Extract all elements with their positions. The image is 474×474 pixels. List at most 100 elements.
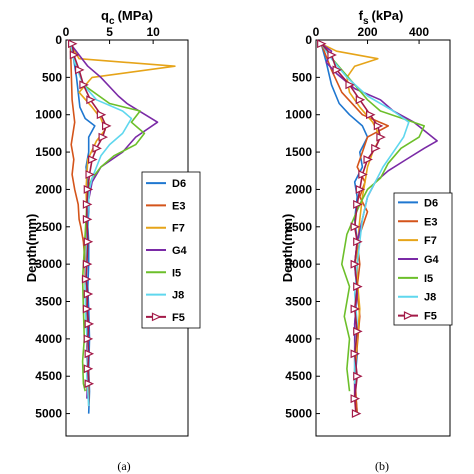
panel-b-series-f5-point — [353, 326, 363, 336]
panel-b-series-f5-point — [355, 95, 366, 105]
panel-a-series-f5-point — [83, 289, 94, 299]
panel-a-legend-label-f7: F7 — [172, 223, 185, 235]
panel-b-y-tick-label: 5000 — [285, 407, 312, 421]
panel-b-x-tick-label: 400 — [409, 25, 429, 39]
panel-a-series-i5-line — [69, 43, 146, 392]
panel-a-x-tick-label: 10 — [146, 25, 160, 39]
panel-a-x-title-main: q — [101, 8, 109, 23]
panel-a-y-tick-label: 1000 — [35, 108, 62, 122]
panel-b-series-f5-point — [355, 184, 366, 194]
panel-a-y-tick-label: 4000 — [35, 332, 62, 346]
panel-b-y-tick-label: 2500 — [285, 220, 312, 234]
panel-a-legend-label-d6: D6 — [172, 178, 186, 190]
panel-b-legend-label-f7: F7 — [424, 235, 437, 247]
panel-b-series-f5-point — [353, 282, 363, 292]
panel-a-series-f5-point — [69, 50, 80, 60]
panel-b-legend-label-g4: G4 — [424, 254, 440, 266]
panel-a-x-title: qc (MPa) — [101, 8, 153, 27]
panel-a-legend: D6 E3 F7 G4 I5 J8 F5 — [141, 171, 201, 329]
panel-a-y-label: Depth(mm) — [24, 214, 39, 283]
panel-b-x-tick-label: 0 — [313, 25, 320, 39]
panel-b-y-tick-label: 1500 — [285, 145, 312, 159]
panel-a-x-tick-label: 0 — [63, 25, 70, 39]
panel-b-series-f5-point — [351, 409, 362, 419]
panel-a-x-tick-label: 5 — [106, 25, 113, 39]
panel-b-series-f5-point — [345, 80, 355, 90]
panel-a-y-tick-label: 3000 — [35, 257, 62, 271]
panel-b-legend-label-i5: I5 — [424, 273, 433, 285]
panel-a-series-f5-point — [88, 155, 98, 164]
panel-a-y-tick-label: 2000 — [35, 182, 62, 196]
panel-b-y-label: Depth(mm) — [280, 214, 295, 283]
panel-a-series-f5-point — [96, 110, 107, 120]
panel-a-y-tick-label: 4500 — [35, 369, 62, 383]
panel-a-y-tick-label: 500 — [42, 70, 62, 84]
panel-a-x-title-sub: c — [109, 16, 115, 27]
panel-a-legend-label-i5: I5 — [172, 267, 181, 279]
panel-a-series-f5-point — [82, 304, 93, 314]
panel-b-y-tick-label: 2000 — [285, 182, 312, 196]
panel-a-y-tick-label: 5000 — [35, 407, 62, 421]
panel-b-series-f5-point — [332, 65, 343, 75]
panel-a-series-f5-point — [101, 121, 112, 131]
panel-a-series-f5-point — [83, 237, 94, 247]
panel-b-series-f5-point — [353, 199, 363, 209]
panel-a-series-f5-point — [79, 80, 89, 90]
panel-a-y-tick-label: 2500 — [35, 220, 62, 234]
panel-b-x-title-sub: s — [363, 16, 369, 27]
panel-a-series-f5-point — [84, 379, 95, 389]
panel-a-series-j8-line — [69, 43, 133, 407]
panel-b-chart: fs (kPa) Depth(mm) (b) 0 200 40005001000150… — [280, 8, 453, 473]
panel-b-series-f5-point — [350, 349, 361, 359]
panel-a-series-f5-point — [83, 334, 94, 344]
panel-b-legend-label-f5: F5 — [424, 311, 437, 323]
panel-a-y-tick-label: 1500 — [35, 145, 62, 159]
panel-b-x-title-unit: (kPa) — [372, 8, 404, 23]
panel-a-y-tick-label: 3500 — [35, 295, 62, 309]
panel-a-series-f5-point — [82, 214, 93, 224]
panel-b-y-tick-label: 0 — [305, 33, 312, 47]
panel-a-series-f5-point — [82, 199, 93, 209]
panel-a-y-tick-label: 0 — [55, 33, 62, 47]
panel-a-legend-label-j8: J8 — [172, 290, 184, 302]
panel-a-series-f5-point — [74, 65, 85, 75]
panel-b-x-title-main: f — [359, 8, 364, 23]
panel-b-y-tick-label: 4500 — [285, 369, 312, 383]
panel-a-series-f5-point — [92, 143, 102, 153]
panel-b-series-f5-point — [350, 304, 361, 314]
panel-a-series-f5-point — [98, 132, 109, 142]
panel-b-series-f5-point — [376, 132, 386, 142]
panel-b-series-f5-point — [366, 110, 376, 120]
panel-a-series-f5-point — [86, 95, 96, 105]
panel-a-series-f5-point — [85, 170, 95, 179]
panel-b-legend-label-j8: J8 — [424, 292, 436, 304]
panel-b-x-tick-label: 200 — [358, 25, 378, 39]
panel-a-series-f5-point — [83, 184, 94, 194]
panel-a-series-f5-point — [82, 259, 93, 269]
panel-a-chart: qc (MPa) Depth(mm) (a) 0 5 10 0 500 1000 1500 20… — [24, 8, 201, 473]
panel-b-series-f5-point — [371, 143, 381, 153]
panel-a-label: (a) — [117, 459, 130, 473]
panel-a-legend-label-g4: G4 — [172, 245, 188, 257]
panel-a-series-f5-point — [84, 319, 95, 329]
panel-b-y-tick-label: 3000 — [285, 257, 312, 271]
panel-b-legend-label-d6: D6 — [424, 197, 438, 209]
panel-b-series-f5-point — [353, 371, 363, 381]
panel-b-legend: D6 E3 F7 G4 I5 J8 F5 — [393, 192, 453, 326]
panel-a-legend-label-f5: F5 — [172, 312, 185, 324]
panel-b-legend-label-e3: E3 — [424, 216, 437, 228]
panel-b-y-tick-label: 3500 — [285, 295, 312, 309]
panel-b-y-tick-label: 1000 — [285, 108, 312, 122]
panel-a-series-f5-point — [83, 364, 94, 374]
panel-a-x-title-unit: (MPa) — [118, 8, 153, 23]
panel-b-series-f5-point — [350, 259, 361, 269]
panel-a-legend-marker-f5 — [151, 312, 162, 322]
panel-b-series-f5-point — [353, 237, 363, 247]
panel-b-series-f5-point — [327, 50, 337, 60]
panel-b-series-f5-point — [350, 222, 361, 232]
panel-b-legend-marker-f5 — [403, 311, 414, 321]
panel-b-x-title: fs (kPa) — [359, 8, 404, 27]
panel-a-series-f5-point — [68, 39, 78, 49]
panel-a-series-f5-point — [81, 274, 92, 284]
